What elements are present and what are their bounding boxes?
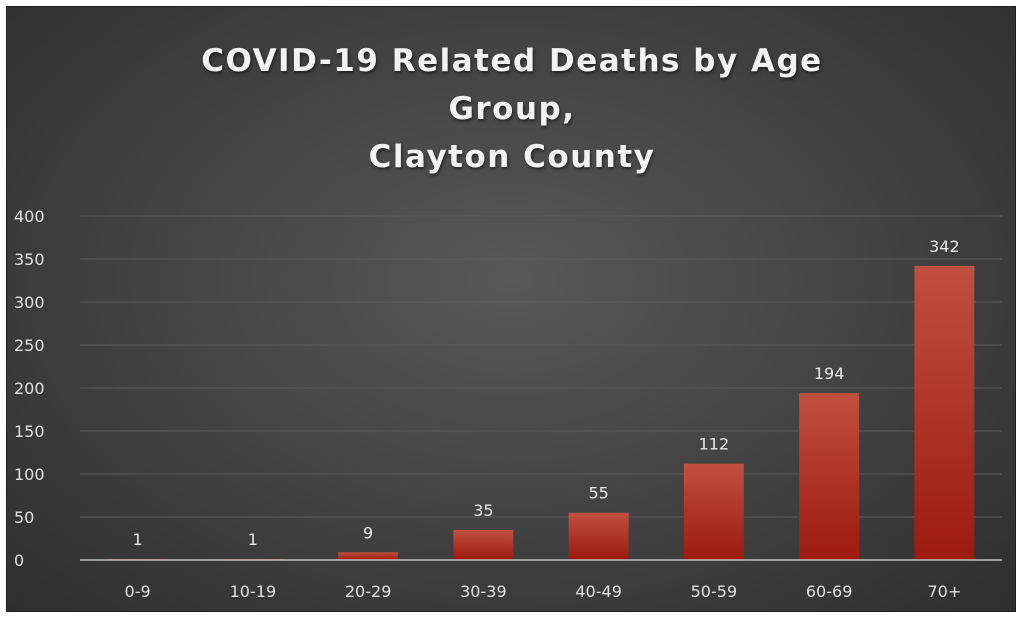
- bar-70+: [914, 265, 975, 560]
- bar-60-69: [799, 393, 860, 560]
- data-label-10-19: 1: [248, 530, 258, 549]
- x-axis-tick-labels: 0-9 10-19 20-29 30-39 40-49 50-59 60-69 70+: [125, 582, 962, 601]
- chart-area: COVID-19 Related Deaths by Age Group, Cl…: [6, 6, 1016, 612]
- y-tick-label-200: 200: [14, 379, 45, 398]
- bar-30-39: [453, 529, 514, 560]
- chart-title: COVID-19 Related Deaths by Age Group, Cl…: [7, 37, 1017, 181]
- data-label-20-29: 9: [363, 523, 373, 542]
- x-tick-label-50-59: 50-59: [691, 582, 738, 601]
- x-tick-label-60-69: 60-69: [806, 582, 853, 601]
- bar-20-29: [338, 552, 399, 560]
- bars: [107, 265, 975, 560]
- data-labels: 1 1 9 35 55 112 194 342: [133, 237, 960, 549]
- x-tick-label-40-49: 40-49: [575, 582, 622, 601]
- data-label-40-49: 55: [588, 484, 608, 503]
- y-tick-label-300: 300: [14, 293, 45, 312]
- data-label-0-9: 1: [133, 530, 143, 549]
- chart-title-line-1: COVID-19 Related Deaths by Age: [201, 43, 823, 79]
- y-tick-label-150: 150: [14, 422, 45, 441]
- x-tick-label-30-39: 30-39: [460, 582, 507, 601]
- y-tick-label-400: 400: [14, 207, 45, 226]
- data-label-70+: 342: [929, 237, 960, 256]
- y-tick-label-0: 0: [14, 551, 24, 570]
- y-tick-label-100: 100: [14, 465, 45, 484]
- gridlines: [80, 215, 1002, 518]
- data-label-50-59: 112: [699, 435, 730, 454]
- x-tick-label-70+: 70+: [927, 582, 961, 601]
- bar-40-49: [568, 512, 629, 560]
- y-axis-tick-labels: 0 50 100 150 200 250 300 350 400: [14, 207, 45, 570]
- data-label-30-39: 35: [473, 501, 493, 520]
- x-tick-label-0-9: 0-9: [125, 582, 151, 601]
- data-label-60-69: 194: [814, 364, 845, 383]
- y-tick-label-250: 250: [14, 336, 45, 355]
- x-tick-label-10-19: 10-19: [230, 582, 277, 601]
- bar-50-59: [683, 463, 744, 560]
- chart-title-line-2: Group,: [448, 91, 576, 127]
- y-tick-label-350: 350: [14, 250, 45, 269]
- y-tick-label-50: 50: [14, 508, 34, 527]
- chart-title-line-3: Clayton County: [368, 139, 656, 175]
- x-tick-label-20-29: 20-29: [345, 582, 392, 601]
